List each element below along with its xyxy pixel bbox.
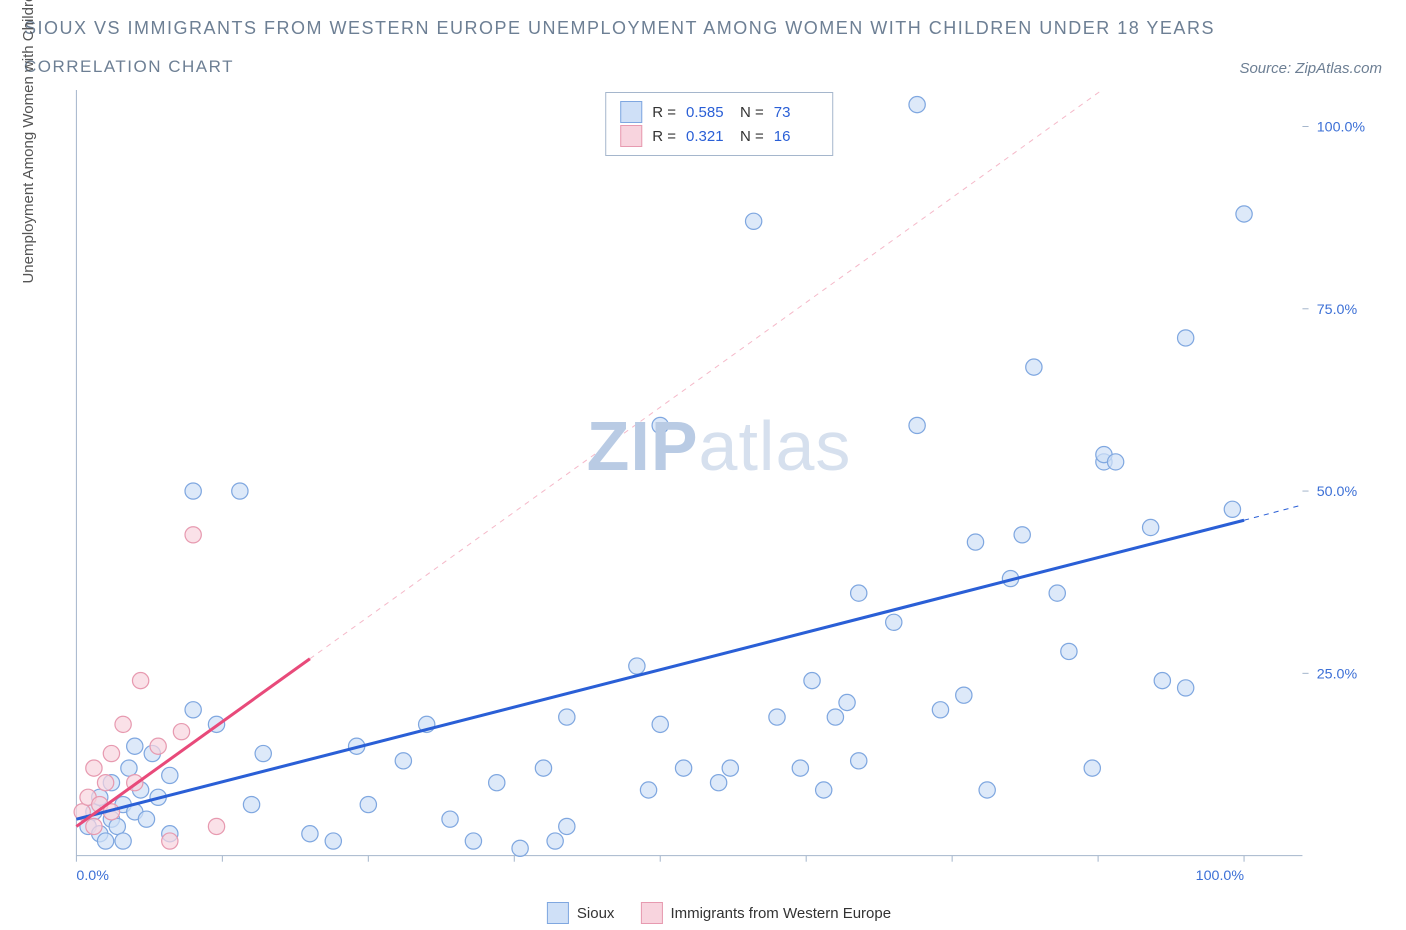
legend-series: Sioux Immigrants from Western Europe [547, 902, 891, 924]
r-value-immigrants: 0.321 [686, 128, 730, 145]
chart-subtitle: CORRELATION CHART [24, 57, 234, 77]
y-axis-label: Unemployment Among Women with Children U… [20, 0, 37, 284]
legend-stats-row-immigrants: R = 0.321 N = 16 [620, 125, 818, 147]
legend-swatch-immigrants [620, 125, 642, 147]
n-value-immigrants: 16 [774, 128, 818, 145]
legend-swatch-sioux [620, 101, 642, 123]
n-label: N = [740, 128, 764, 145]
scatter-plot: 0.0% 100.0% 25.0% 50.0% 75.0% 100.0% [56, 86, 1382, 886]
legend-label-sioux: Sioux [577, 905, 615, 922]
svg-text:50.0%: 50.0% [1317, 484, 1358, 500]
legend-entry-immigrants: Immigrants from Western Europe [640, 902, 891, 924]
chart-title: SIOUX VS IMMIGRANTS FROM WESTERN EUROPE … [24, 18, 1382, 39]
svg-text:75.0%: 75.0% [1317, 302, 1358, 318]
legend-stats-row-sioux: R = 0.585 N = 73 [620, 101, 818, 123]
svg-text:100.0%: 100.0% [1317, 120, 1366, 136]
svg-text:0.0%: 0.0% [76, 868, 109, 884]
svg-text:25.0%: 25.0% [1317, 666, 1358, 682]
n-value-sioux: 73 [774, 104, 818, 121]
r-label: R = [652, 104, 676, 121]
svg-text:100.0%: 100.0% [1196, 868, 1245, 884]
legend-swatch-immigrants-icon [640, 902, 662, 924]
legend-stats: R = 0.585 N = 73 R = 0.321 N = 16 [605, 92, 833, 156]
legend-label-immigrants: Immigrants from Western Europe [670, 905, 891, 922]
legend-swatch-sioux-icon [547, 902, 569, 924]
plot-wrap: Unemployment Among Women with Children U… [56, 86, 1382, 886]
legend-entry-sioux: Sioux [547, 902, 615, 924]
chart-container: SIOUX VS IMMIGRANTS FROM WESTERN EUROPE … [0, 0, 1406, 930]
n-label: N = [740, 104, 764, 121]
subtitle-row: CORRELATION CHART Source: ZipAtlas.com [24, 57, 1382, 77]
r-value-sioux: 0.585 [686, 104, 730, 121]
r-label: R = [652, 128, 676, 145]
source-label: Source: ZipAtlas.com [1239, 60, 1382, 77]
